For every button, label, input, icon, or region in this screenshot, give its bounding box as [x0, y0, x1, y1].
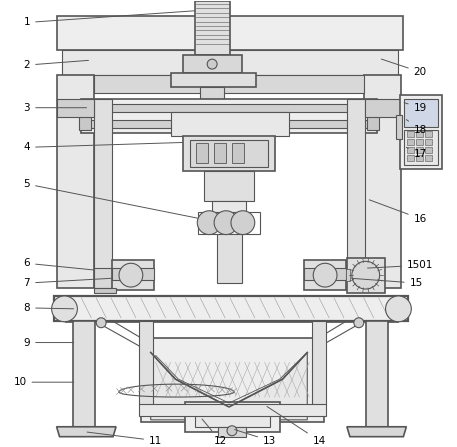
Bar — [425, 148, 432, 153]
Circle shape — [386, 296, 411, 322]
Circle shape — [231, 211, 255, 235]
Text: 8: 8 — [24, 303, 74, 313]
Bar — [397, 114, 403, 139]
Bar — [183, 55, 242, 73]
Bar — [74, 321, 95, 428]
Bar — [197, 143, 208, 163]
Polygon shape — [151, 352, 307, 420]
Bar — [407, 155, 414, 161]
Circle shape — [352, 261, 380, 289]
Bar — [94, 75, 364, 93]
Bar — [80, 102, 91, 130]
Bar — [170, 112, 289, 136]
Bar — [141, 337, 324, 422]
Text: 15: 15 — [352, 278, 423, 288]
Bar — [217, 233, 242, 283]
Circle shape — [214, 211, 238, 235]
Bar — [112, 268, 154, 280]
Bar — [407, 131, 414, 137]
Bar — [367, 102, 378, 130]
Circle shape — [96, 318, 106, 328]
Bar — [88, 120, 368, 127]
Text: 12: 12 — [202, 419, 227, 446]
Circle shape — [313, 263, 337, 287]
Bar — [347, 258, 384, 293]
Bar — [364, 75, 401, 288]
Bar — [416, 139, 423, 145]
Bar — [346, 269, 350, 281]
Bar — [186, 402, 280, 432]
Bar — [416, 155, 423, 161]
Text: 20: 20 — [381, 59, 427, 77]
Bar — [195, 1, 230, 55]
Bar — [183, 136, 275, 171]
Text: 10: 10 — [13, 377, 74, 387]
Bar — [195, 407, 270, 427]
Text: 19: 19 — [404, 103, 427, 113]
Bar — [94, 268, 112, 288]
Bar — [416, 148, 423, 153]
Bar — [312, 321, 326, 405]
Bar — [94, 99, 112, 287]
Bar — [365, 99, 403, 117]
Text: 4: 4 — [24, 142, 183, 152]
Polygon shape — [347, 427, 406, 437]
Bar — [232, 143, 244, 163]
Bar — [366, 321, 388, 428]
Bar — [425, 155, 432, 161]
Text: 14: 14 — [267, 406, 326, 446]
Bar — [425, 139, 432, 145]
Circle shape — [197, 211, 221, 235]
Bar — [218, 427, 246, 437]
Text: 13: 13 — [234, 430, 276, 446]
Text: 5: 5 — [24, 179, 197, 218]
Text: 18: 18 — [406, 120, 427, 135]
Text: 3: 3 — [24, 103, 86, 113]
Bar — [214, 143, 226, 163]
Circle shape — [52, 296, 77, 322]
Bar — [400, 95, 442, 169]
Circle shape — [207, 59, 217, 69]
Text: 9: 9 — [24, 337, 74, 348]
Bar — [57, 75, 94, 288]
Text: 6: 6 — [24, 258, 93, 270]
Bar — [425, 131, 432, 137]
Bar — [404, 130, 438, 165]
Bar — [304, 260, 346, 290]
Circle shape — [354, 318, 364, 328]
Bar — [191, 140, 268, 167]
Bar — [198, 212, 260, 233]
Bar — [200, 87, 224, 99]
Circle shape — [227, 426, 237, 436]
Bar — [404, 99, 438, 127]
Bar — [407, 139, 414, 145]
Text: 1: 1 — [24, 11, 195, 28]
Text: 2: 2 — [24, 60, 89, 70]
Bar — [347, 268, 365, 288]
Bar — [170, 73, 256, 87]
Bar — [53, 296, 409, 321]
Bar — [88, 104, 368, 112]
Text: 1501: 1501 — [367, 260, 433, 270]
Bar — [112, 260, 154, 290]
Bar — [407, 148, 414, 153]
Text: 7: 7 — [24, 278, 111, 288]
Polygon shape — [57, 427, 116, 437]
Bar — [212, 201, 246, 223]
Bar — [139, 321, 153, 405]
Bar — [347, 99, 365, 287]
Text: 11: 11 — [87, 432, 162, 446]
Bar — [204, 171, 254, 201]
Bar — [416, 131, 423, 137]
Text: 16: 16 — [369, 200, 427, 224]
Bar — [139, 404, 326, 416]
Bar — [57, 16, 404, 50]
Polygon shape — [94, 288, 116, 293]
Bar — [81, 99, 377, 134]
Bar — [62, 50, 399, 75]
Text: 17: 17 — [406, 148, 427, 159]
Circle shape — [119, 263, 143, 287]
Bar — [57, 99, 94, 117]
Bar — [304, 268, 346, 280]
